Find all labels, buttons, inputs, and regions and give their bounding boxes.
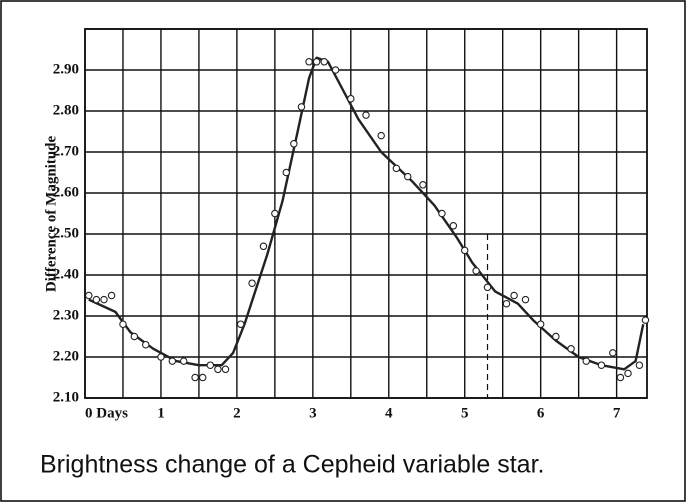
observation <box>347 94 355 103</box>
y-tick-label: 2.40 <box>53 266 79 282</box>
observation <box>191 373 199 382</box>
observation <box>472 267 480 275</box>
observation <box>609 349 617 357</box>
observation <box>236 320 245 328</box>
observation <box>624 369 632 378</box>
observation <box>567 345 575 353</box>
observation <box>130 332 139 341</box>
observation <box>362 111 370 119</box>
observation <box>510 291 518 300</box>
observation <box>616 373 625 382</box>
y-tick-label: 2.90 <box>53 61 79 77</box>
observation <box>206 361 215 369</box>
observation <box>198 373 207 382</box>
observation <box>92 295 101 304</box>
observation <box>119 320 127 328</box>
x-tick-label: 0 Days <box>85 405 128 421</box>
x-tick-label: 5 <box>461 405 469 421</box>
observation <box>214 365 222 374</box>
light-curve <box>88 56 645 371</box>
observation <box>521 295 530 304</box>
observation <box>483 283 492 292</box>
observation <box>404 172 412 181</box>
observation <box>282 168 291 177</box>
observation <box>179 357 188 365</box>
x-tick-label: 7 <box>613 405 621 421</box>
observation <box>320 58 328 66</box>
observation <box>438 209 446 218</box>
y-axis-label: Difference of Magnitude <box>43 135 59 292</box>
y-tick-label: 2.30 <box>53 307 79 323</box>
observation <box>536 320 545 328</box>
observation <box>305 58 313 66</box>
x-tick-label: 3 <box>309 405 317 421</box>
observation <box>142 340 150 349</box>
caption: Brightness change of a Cepheid variable … <box>40 451 544 479</box>
observation <box>502 299 511 308</box>
y-tick-label: 2.20 <box>53 348 79 364</box>
observation <box>107 291 116 300</box>
y-tick-label: 2.80 <box>53 102 79 118</box>
observation <box>449 222 458 230</box>
observation <box>85 291 93 300</box>
observation <box>168 357 177 365</box>
observation <box>248 279 256 287</box>
observation <box>157 353 165 361</box>
x-tick-label: 1 <box>157 405 165 421</box>
y-tick-label: 2.60 <box>53 184 79 200</box>
observation <box>290 140 298 148</box>
observation <box>582 357 590 365</box>
observation <box>100 295 108 304</box>
observation <box>635 361 644 369</box>
x-tick-label: 4 <box>385 405 393 421</box>
x-tick-label: 2 <box>233 405 241 421</box>
observation <box>221 365 230 374</box>
observation <box>460 246 469 255</box>
y-tick-label: 2.50 <box>53 225 79 241</box>
observation <box>312 58 321 66</box>
observation <box>271 209 279 218</box>
observation <box>392 164 401 173</box>
observation <box>552 332 560 341</box>
observation <box>297 103 306 111</box>
x-tick-label: 6 <box>537 405 545 421</box>
y-tick-label: 2.10 <box>53 389 79 405</box>
y-tick-label: 2.70 <box>53 143 79 159</box>
observation <box>259 242 268 251</box>
observation <box>597 361 606 369</box>
observation <box>377 131 385 140</box>
observation <box>641 316 650 324</box>
observation <box>419 181 427 189</box>
observation <box>331 66 340 74</box>
